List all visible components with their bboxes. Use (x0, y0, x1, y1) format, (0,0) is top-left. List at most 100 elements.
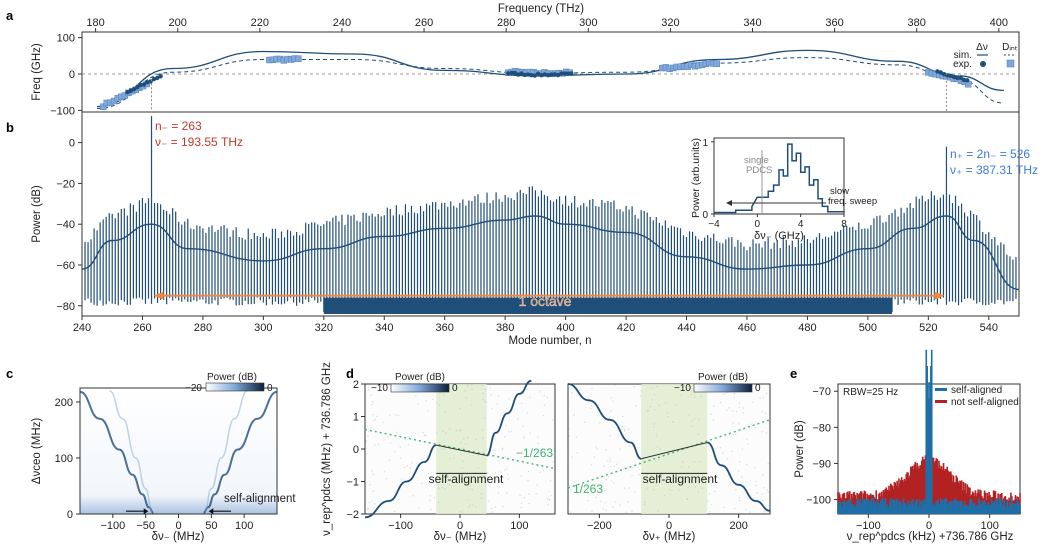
panel-d2-noise-dot (694, 396, 696, 398)
panel-a-exp-dot (525, 72, 531, 77)
panel-c-branch-left (79, 390, 154, 514)
panel-d2-noise-dot (619, 504, 621, 506)
annot-right-nu: ν₊ = 387.31 THz (950, 163, 1038, 177)
panel-d2-noise-dot (591, 388, 593, 390)
panel-d2-noise-dot (638, 474, 640, 476)
inset-sweep-arrowhead (726, 200, 732, 206)
panel-a-top-tick-label: 360 (825, 17, 843, 29)
panel-d1-noise-dot (424, 434, 427, 436)
panel-d1-noise-dot (504, 455, 507, 458)
panel-d1-noise-dot (376, 415, 378, 417)
panel-d2-noise-dot (622, 468, 624, 470)
panel-d2-noise-dot (747, 443, 749, 445)
panel-a-exp-dot (141, 82, 147, 87)
panel-d2-noise-dot (659, 448, 661, 450)
inset-y-tick-label: 1 (702, 138, 708, 149)
panel-a-exp-dot (562, 71, 567, 76)
panel-d2-noise-dot (666, 412, 669, 414)
panel-d1-noise-dot (517, 418, 519, 420)
panel-c-x-tick-label: 100 (235, 520, 253, 532)
panel-b-y-tick-label: −40 (56, 219, 75, 231)
panel-a-top-tick-label: 300 (579, 17, 597, 29)
panel-c-y-tick-label: 100 (55, 453, 73, 465)
panel-d2-noise-dot (604, 419, 606, 422)
panel-d2-noise-dot (694, 486, 697, 488)
panel-a-y-tick-label: 100 (57, 33, 75, 45)
inset-ticks: −4 0 4 801 (702, 138, 847, 230)
panel-d2-noise-dot (640, 395, 642, 397)
panel-d2-noise-dot (686, 498, 688, 500)
panel-d2-x-tick-label: 0 (666, 520, 672, 532)
panel-d1-noise-dot (404, 466, 406, 469)
panel-d1-noise-dot (520, 502, 523, 504)
panel-d1-noise-dot (471, 388, 473, 390)
panel-d2-noise-dot (617, 434, 620, 436)
panel-d2-noise-dot (595, 446, 597, 448)
panel-e-ticks: −100 0 100 −70 −80 −90 −100 (806, 386, 999, 532)
panel-d1-colorbar-min: −10 (371, 383, 388, 394)
panel-d2-noise-dot (671, 489, 673, 491)
panel-d1-noise-dot (477, 467, 479, 469)
panel-d2-noise-dot (604, 502, 606, 504)
panel-d1-noise-dot (485, 401, 487, 403)
panel-d1-noise-dot (520, 390, 523, 392)
panel-b-x-tick-label: 520 (919, 322, 937, 334)
panel-d1-noise-dot (549, 499, 551, 501)
panel-d2-noise-dot (765, 432, 768, 434)
panel-a-exp-dot (542, 72, 547, 77)
inset-note-pdcs: PDCS (746, 165, 772, 176)
panel-a-exp-dot (958, 75, 963, 81)
panel-b-y-ticks: 0 −20 −40 −60 −80 (56, 138, 82, 313)
panel-d2-noise-dot (604, 490, 606, 492)
panel-d1-noise-dot (373, 419, 375, 422)
panel-d1-noise-dot (537, 442, 539, 445)
panel-d1-noise-dot (390, 442, 392, 444)
panel-d1-noise-dot (421, 482, 423, 484)
panel-d2-noise-dot (655, 483, 658, 485)
panel-d1-noise-dot (475, 506, 477, 508)
panel-d1-noise-dot (387, 436, 389, 438)
panel-a-exp-dot (559, 71, 564, 76)
inset-y-tick-label: 0 (702, 210, 708, 221)
panel-d1-noise-dot (418, 507, 420, 509)
panel-d2-noise-dot (737, 470, 740, 472)
panel-d2-noise-dot (723, 393, 725, 395)
panel-d1-noise-dot (475, 438, 477, 440)
panel-d2-noise-dot (571, 392, 573, 394)
panel-b: 240 260 280 300 320 340 360 380 400 420 440 460 480 5… (31, 72, 1038, 347)
panel-d2-noise-dot (759, 397, 761, 399)
panel-d1-noise-dot (552, 419, 554, 421)
panel-d1-noise-dot (471, 384, 473, 386)
panel-d1-noise-dot (388, 459, 391, 462)
panel-d2-noise-dot (612, 400, 614, 402)
panel-d1-noise-dot (469, 504, 471, 506)
legend-not-self-aligned-swatch (935, 400, 947, 403)
panel-d2-noise-dot (658, 404, 660, 407)
panel-d2-x-tick-label: −200 (587, 520, 612, 532)
panel-d1-noise-dot (522, 436, 525, 438)
panel-d2-noise-dot (656, 446, 659, 448)
panel-d2-noise-dot (739, 499, 741, 502)
panel-d2-noise-dot (734, 507, 736, 510)
panel-d2-noise-dot (693, 418, 695, 420)
panel-d1-noise-dot (438, 487, 440, 490)
panel-d2-noise-dot (711, 504, 713, 506)
panel-b-inset: −4 0 4 801 single PDCS slow freq. sweep δν₋… (690, 137, 877, 242)
panel-d2-noise-dot (720, 401, 722, 404)
panel-a-y-tick-label: 0 (69, 69, 75, 81)
panel-d1-noise-dot (548, 490, 550, 492)
panel-d2-noise-dot (605, 449, 607, 451)
panel-d2-noise-dot (675, 404, 677, 406)
panel-d2-noise-dot (693, 461, 696, 463)
panel-d2-noise-dot (708, 493, 711, 495)
panel-d2-noise-dot (723, 506, 725, 509)
panel-a-exp-dot (158, 74, 163, 79)
panel-d1-noise-dot (427, 410, 429, 412)
panel-d2-noise-dot (738, 423, 740, 425)
panel-b-x-tick-label: 260 (133, 322, 151, 334)
panel-d2-noise-dot (570, 489, 572, 491)
panel-d2-noise-dot (761, 493, 763, 495)
panel-a-exp-dot (125, 90, 130, 95)
panel-b-xlabel: Mode number, n (508, 335, 591, 347)
panel-d2-noise-dot (568, 428, 570, 430)
